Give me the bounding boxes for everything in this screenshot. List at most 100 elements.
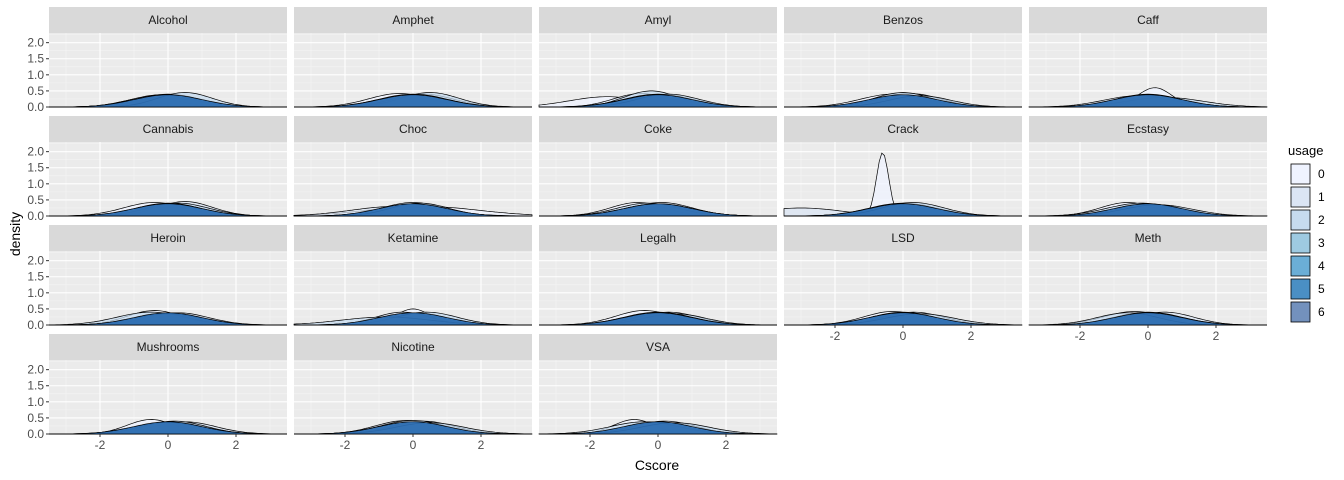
x-tick-label: 2 (968, 329, 975, 343)
y-axis: 0.0 0.5 1.0 1.5 2.0 (27, 363, 49, 441)
y-tick-label: 1.5 (27, 379, 44, 393)
facet-strip-label: Benzos (883, 13, 923, 27)
facet-choc: Choc (293, 116, 533, 217)
density-curves (294, 92, 532, 108)
density-curve-main (784, 203, 1022, 217)
y-tick-label: 1.0 (27, 395, 44, 409)
x-axis: -2 0 2 (585, 434, 730, 452)
facet-strip-label: Choc (399, 122, 427, 136)
density-curves (1028, 87, 1268, 108)
legend-key (1290, 232, 1311, 254)
facet-cannabis: Cannabis 0.0 0.5 1.0 1.5 2.0 (27, 116, 287, 223)
legend-label: 5 (1318, 282, 1325, 296)
facet-strip-label: Legalh (640, 231, 676, 245)
density-curves (539, 310, 778, 326)
facet-amyl: Amyl (538, 7, 777, 108)
legend-key (1290, 209, 1311, 231)
density-curve-main (539, 203, 777, 217)
legend-key (1290, 186, 1311, 208)
facet-strip-label: Crack (887, 122, 919, 136)
x-tick-label: 2 (478, 438, 485, 452)
facet-strip-label: Cannabis (143, 122, 194, 136)
y-tick-label: 0.0 (27, 100, 44, 114)
density-curve-main (294, 94, 532, 108)
density-curves (538, 419, 778, 435)
x-tick-label: 2 (233, 438, 240, 452)
density-curves (49, 419, 288, 435)
facet-strip (294, 334, 532, 360)
facet-strip (1029, 116, 1267, 142)
x-tick-label: -2 (830, 329, 841, 343)
facet-strip (784, 225, 1022, 251)
facet-mushrooms: Mushrooms 0.0 0.5 1.0 1.5 2.0 -2 0 2 (27, 334, 288, 452)
x-tick-label: -2 (585, 438, 596, 452)
x-tick-label: -2 (95, 438, 106, 452)
x-tick-label: 0 (900, 329, 907, 343)
gridlines (49, 251, 287, 326)
x-tick-label: -2 (340, 438, 351, 452)
x-axis: -2 0 2 (340, 434, 485, 452)
legend-label: 6 (1318, 305, 1325, 319)
y-tick-label: 0.0 (27, 318, 44, 332)
y-tick-label: 2.0 (27, 254, 44, 268)
x-tick-label: 0 (165, 438, 172, 452)
facet-strip-label: Meth (1135, 231, 1162, 245)
facet-strip (539, 225, 777, 251)
legend-key (1290, 301, 1311, 323)
y-tick-label: 1.5 (27, 52, 44, 66)
legend-key (1290, 278, 1311, 300)
facet-strip (539, 116, 777, 142)
y-axis-title: density (7, 212, 23, 256)
density-curves (783, 92, 1023, 108)
legend-label: 0 (1318, 167, 1325, 181)
facet-alcohol: Alcohol 0.0 0.5 1.0 1.5 2.0 (27, 7, 287, 114)
y-tick-label: 2.0 (27, 363, 44, 377)
facet-strip-label: Amyl (645, 13, 672, 27)
density-curve-main (294, 421, 532, 435)
legend-label: 2 (1318, 213, 1325, 227)
density-curve-main (539, 421, 777, 435)
density-curves (294, 420, 533, 435)
legend-label: 4 (1318, 259, 1325, 273)
y-tick-label: 0.5 (27, 411, 44, 425)
y-tick-label: 2.0 (27, 145, 44, 159)
x-tick-label: 0 (410, 438, 417, 452)
density-curves (49, 201, 287, 217)
facet-strip (294, 7, 532, 33)
facet-strip (49, 7, 287, 33)
density-curves (293, 202, 533, 217)
y-tick-label: 0.5 (27, 84, 44, 98)
facet-strip-label: Alcohol (148, 13, 187, 27)
facet-strip-label: LSD (891, 231, 915, 245)
y-tick-label: 1.5 (27, 161, 44, 175)
legend-key (1290, 163, 1311, 185)
y-axis: 0.0 0.5 1.0 1.5 2.0 (27, 36, 49, 114)
x-tick-label: 0 (1145, 329, 1152, 343)
y-tick-label: 0.0 (27, 427, 44, 441)
y-tick-label: 1.0 (27, 68, 44, 82)
y-tick-label: 1.0 (27, 177, 44, 191)
facet-strip (294, 225, 532, 251)
x-axis-title: Cscore (635, 457, 680, 473)
density-curve-main (784, 312, 1022, 326)
density-curves (293, 308, 532, 326)
density-curves (1028, 202, 1268, 217)
facet-meth: Meth -2 0 2 (1028, 225, 1267, 343)
density-curves (783, 152, 1022, 217)
facet-strip (784, 7, 1022, 33)
density-curve-main (539, 312, 777, 326)
facet-coke: Coke (539, 116, 777, 217)
facet-strip (294, 116, 532, 142)
y-tick-label: 1.5 (27, 270, 44, 284)
facet-ecstasy: Ecstasy (1028, 116, 1268, 217)
y-axis: 0.0 0.5 1.0 1.5 2.0 (27, 145, 49, 223)
legend-key (1290, 255, 1311, 277)
facet-strip-label: Heroin (150, 231, 185, 245)
x-tick-label: 2 (1213, 329, 1220, 343)
y-tick-label: 2.0 (27, 36, 44, 50)
density-curve-main (1029, 203, 1267, 217)
legend: usage 0 1 2 3 4 5 6 (1288, 143, 1325, 323)
density-curve-main (1029, 312, 1267, 326)
facet-ketamine: Ketamine (293, 225, 532, 326)
